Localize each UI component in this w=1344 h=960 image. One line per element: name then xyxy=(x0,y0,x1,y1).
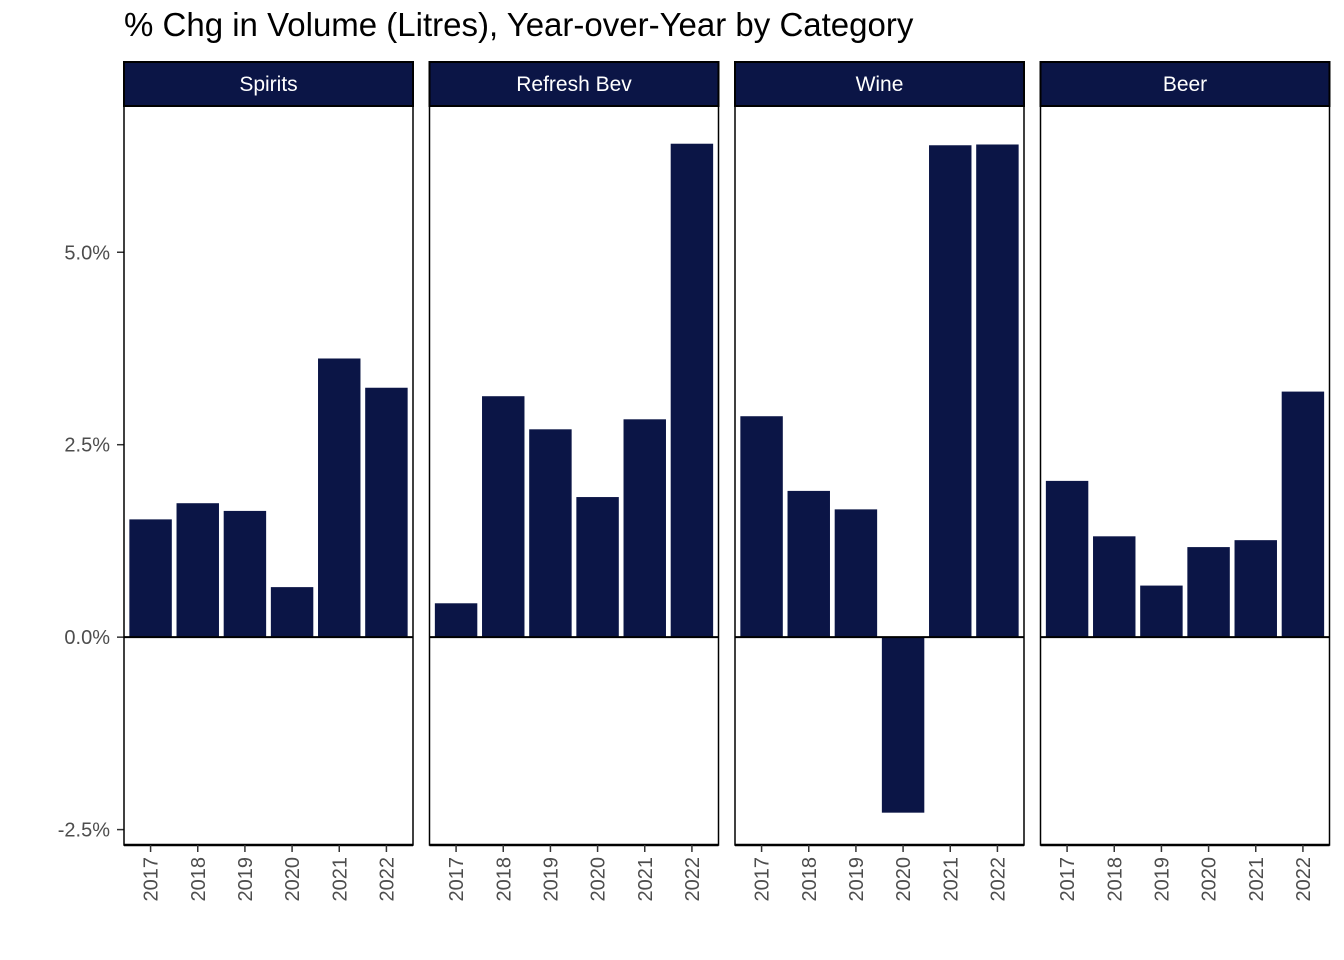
facet-label-wine: Wine xyxy=(856,73,904,96)
x-tick-label: 2020 xyxy=(282,857,304,902)
x-tick-label: 2021 xyxy=(329,857,351,902)
x-tick-label: 2021 xyxy=(635,857,657,902)
x-tick-label: 2019 xyxy=(1151,857,1173,902)
x-tick-label: 2018 xyxy=(1104,857,1126,902)
facet-label-spirits: Spirits xyxy=(239,73,297,96)
bar-spirits-2021 xyxy=(318,358,361,638)
bar-spirits-2019 xyxy=(223,510,267,638)
x-tick-label: 2022 xyxy=(376,857,398,902)
bar-wine-2021 xyxy=(929,145,972,638)
bar-refresh-bev-2018 xyxy=(482,396,525,638)
bar-beer-2021 xyxy=(1234,540,1277,638)
x-tick-label: 2017 xyxy=(1057,857,1079,902)
x-tick-label: 2017 xyxy=(141,857,163,902)
x-tick-label: 2017 xyxy=(446,857,468,902)
x-tick-label: 2018 xyxy=(493,857,515,902)
bar-refresh-bev-2020 xyxy=(576,497,619,638)
x-tick-label: 2021 xyxy=(1246,857,1268,902)
bar-wine-2017 xyxy=(740,416,783,638)
y-tick-label: 0.0% xyxy=(64,627,110,649)
x-tick-label: 2022 xyxy=(1293,857,1315,902)
x-tick-label: 2018 xyxy=(188,857,210,902)
y-tick-label: 2.5% xyxy=(64,435,110,457)
bar-beer-2018 xyxy=(1093,536,1136,638)
facet-label-refresh-bev: Refresh Bev xyxy=(516,73,632,96)
bar-spirits-2022 xyxy=(365,387,408,638)
facet-strip-wine xyxy=(734,61,1025,107)
bar-beer-2017 xyxy=(1045,480,1089,638)
bar-spirits-2020 xyxy=(270,587,314,638)
x-tick-label: 2018 xyxy=(799,857,821,902)
y-tick-label: -2.5% xyxy=(58,820,110,842)
facet-label-beer: Beer xyxy=(1163,73,1207,96)
x-tick-label: 2021 xyxy=(940,857,962,902)
x-tick-label: 2020 xyxy=(588,857,610,902)
bar-refresh-bev-2017 xyxy=(434,603,478,638)
bar-refresh-bev-2022 xyxy=(670,143,714,638)
bar-spirits-2017 xyxy=(129,519,172,638)
y-tick-label: 5.0% xyxy=(64,242,110,264)
x-tick-label: 2017 xyxy=(752,857,774,902)
x-tick-label: 2019 xyxy=(540,857,562,902)
bar-beer-2020 xyxy=(1187,547,1230,638)
bar-refresh-bev-2019 xyxy=(529,429,572,638)
bar-wine-2022 xyxy=(976,144,1019,638)
x-tick-label: 2019 xyxy=(846,857,868,902)
bar-beer-2019 xyxy=(1140,585,1183,638)
chart-title: % Chg in Volume (Litres), Year-over-Year… xyxy=(124,6,914,43)
bar-wine-2019 xyxy=(834,509,878,638)
x-tick-label: 2019 xyxy=(235,857,257,902)
bar-spirits-2018 xyxy=(176,503,219,638)
bar-beer-2022 xyxy=(1281,391,1325,638)
x-tick-label: 2022 xyxy=(987,857,1009,902)
x-tick-label: 2022 xyxy=(682,857,704,902)
bar-refresh-bev-2021 xyxy=(623,419,666,638)
x-tick-label: 2020 xyxy=(1199,857,1221,902)
bar-wine-2018 xyxy=(787,490,830,638)
bar-wine-2020 xyxy=(881,637,925,813)
x-tick-label: 2020 xyxy=(893,857,915,902)
